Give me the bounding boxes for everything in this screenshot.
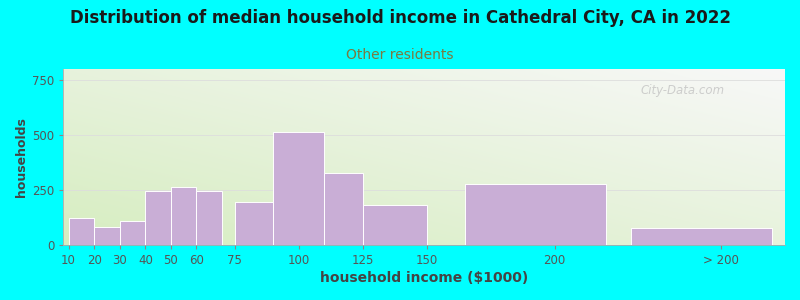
Bar <box>274 132 325 245</box>
Bar <box>146 191 171 245</box>
X-axis label: household income ($1000): household income ($1000) <box>320 271 528 285</box>
Bar <box>465 184 606 245</box>
Bar <box>631 228 772 245</box>
Bar <box>197 191 222 245</box>
Bar <box>363 205 426 245</box>
Bar <box>69 218 94 245</box>
Bar <box>171 187 197 245</box>
Bar <box>325 173 363 245</box>
Text: Other residents: Other residents <box>346 48 454 62</box>
Bar <box>235 202 274 245</box>
Text: Distribution of median household income in Cathedral City, CA in 2022: Distribution of median household income … <box>70 9 730 27</box>
Text: City-Data.com: City-Data.com <box>641 84 725 97</box>
Bar <box>94 227 120 245</box>
Y-axis label: households: households <box>15 117 28 197</box>
Bar <box>120 220 146 245</box>
